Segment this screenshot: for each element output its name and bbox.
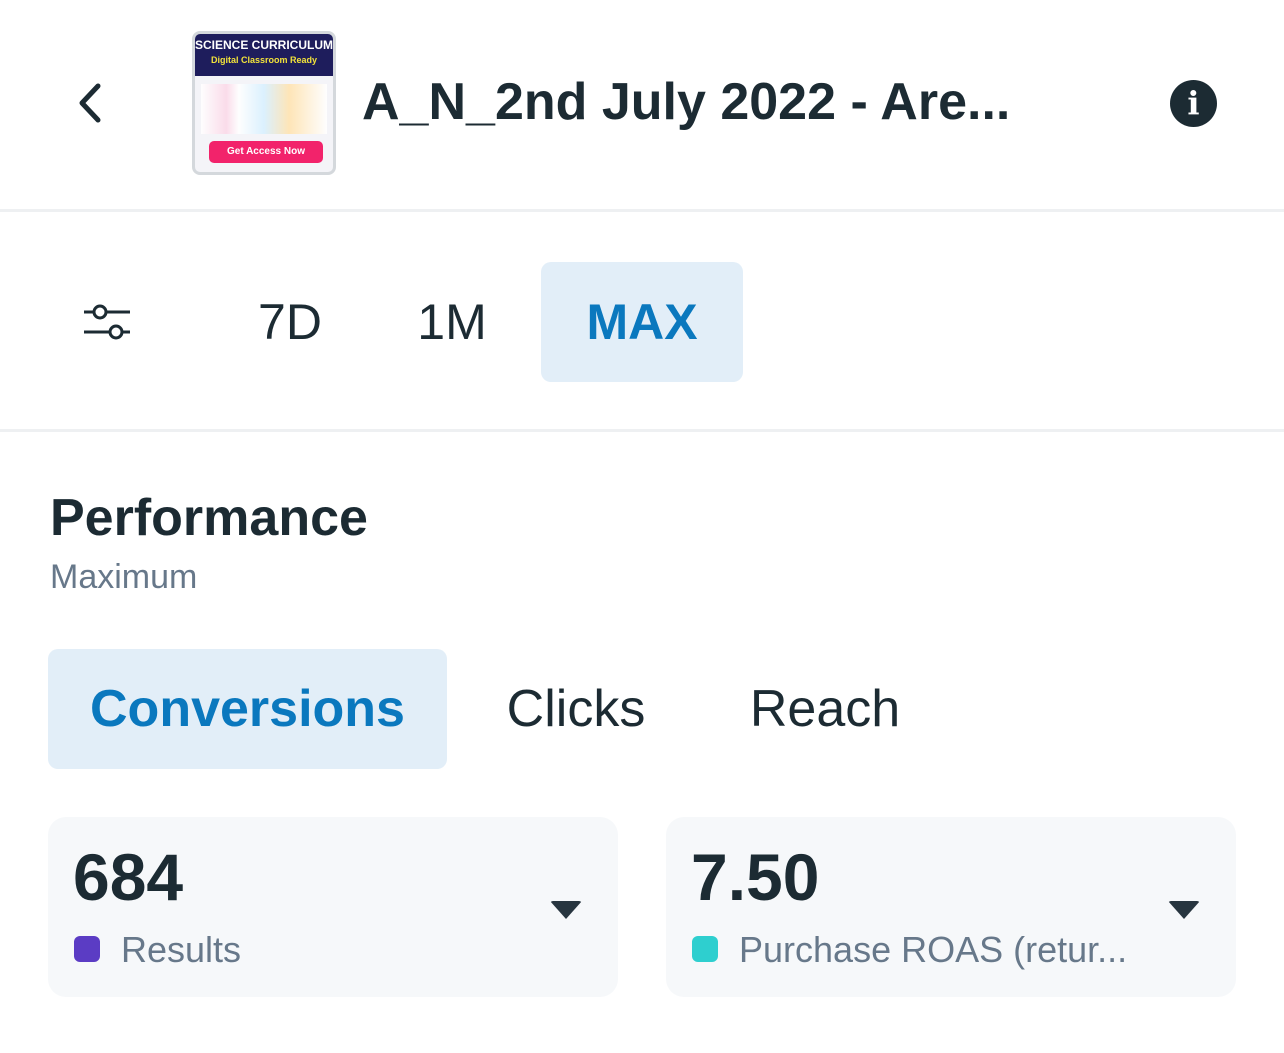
legend-swatch	[692, 936, 718, 962]
metric-card-roas[interactable]: 7.50 Purchase ROAS (retur...	[666, 817, 1236, 997]
back-chevron-icon[interactable]	[66, 78, 116, 128]
caret-down-icon[interactable]	[1168, 901, 1200, 919]
range-max[interactable]: MAX	[541, 262, 743, 382]
info-icon[interactable]: i	[1170, 80, 1217, 127]
tab-conversions[interactable]: Conversions	[48, 649, 447, 769]
tab-reach[interactable]: Reach	[749, 680, 901, 738]
metric-label: Results	[121, 929, 242, 970]
ad-title: A_N_2nd July 2022 - Are...	[362, 73, 1011, 131]
filter-sliders-icon[interactable]	[80, 298, 136, 346]
header: SCIENCE CURRICULUM Digital Classroom Read…	[0, 0, 1284, 212]
range-1m[interactable]: 1M	[417, 294, 487, 350]
tab-clicks[interactable]: Clicks	[506, 680, 646, 738]
thumbnail-image	[201, 84, 327, 134]
ad-thumbnail: SCIENCE CURRICULUM Digital Classroom Read…	[192, 31, 336, 175]
section-title: Performance	[50, 489, 368, 547]
caret-down-icon[interactable]	[550, 901, 582, 919]
thumbnail-cta: Get Access Now	[209, 141, 323, 163]
date-range-bar	[0, 212, 1284, 432]
thumbnail-subline: Digital Classroom Ready	[210, 55, 318, 65]
thumbnail-headline: SCIENCE CURRICULUM	[195, 38, 333, 52]
metric-value: 7.50	[691, 840, 820, 914]
metric-value: 684	[73, 840, 184, 914]
section-subtitle: Maximum	[50, 558, 198, 596]
metric-label: Purchase ROAS (retur...	[739, 929, 1128, 970]
legend-swatch	[74, 936, 100, 962]
range-7d[interactable]: 7D	[258, 294, 322, 350]
metric-card-results[interactable]: 684 Results	[48, 817, 618, 997]
